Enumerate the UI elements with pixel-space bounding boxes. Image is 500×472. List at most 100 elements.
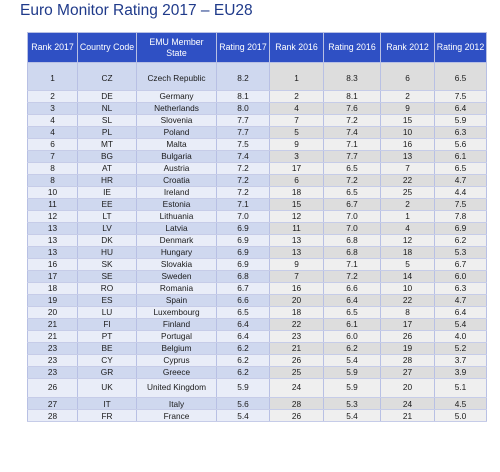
cell-rank-2012: 16 xyxy=(380,138,435,151)
cell-rating-2017: 6.9 xyxy=(216,234,270,247)
cell-rating-2012: 7.8 xyxy=(434,210,487,223)
cell-rank-2017: 18 xyxy=(27,282,78,295)
table-row: 12 LT Lithuania 7.0 12 7.0 1 7.8 xyxy=(27,210,487,223)
cell-rank-2017: 7 xyxy=(27,150,78,163)
cell-rank-2016: 9 xyxy=(269,258,324,271)
cell-rank-2012: 5 xyxy=(380,258,435,271)
cell-rating-2016: 8.1 xyxy=(323,90,381,103)
cell-member-state: Cyprus xyxy=(136,354,217,367)
cell-rating-2012: 4.7 xyxy=(434,174,487,187)
cell-rating-2012: 5.6 xyxy=(434,138,487,151)
cell-rank-2016: 21 xyxy=(269,342,324,355)
cell-rating-2016: 6.7 xyxy=(323,198,381,211)
cell-rank-2017: 3 xyxy=(27,102,78,115)
cell-rating-2012: 7.5 xyxy=(434,198,487,211)
cell-rating-2016: 6.5 xyxy=(323,186,381,199)
cell-rating-2012: 3.9 xyxy=(434,366,487,379)
cell-rank-2017: 10 xyxy=(27,186,78,199)
table-row: 26 UK United Kingdom 5.9 24 5.9 20 5.1 xyxy=(27,378,487,398)
cell-rating-2012: 6.0 xyxy=(434,270,487,283)
cell-country-code: GR xyxy=(77,366,137,379)
cell-rank-2017: 23 xyxy=(27,342,78,355)
table-row: 4 SL Slovenia 7.7 7 7.2 15 5.9 xyxy=(27,114,487,127)
cell-rating-2012: 5.1 xyxy=(434,378,487,398)
header-country-code: Country Code xyxy=(77,32,137,63)
cell-rank-2016: 9 xyxy=(269,138,324,151)
cell-rank-2017: 1 xyxy=(27,62,78,91)
cell-member-state: Ireland xyxy=(136,186,217,199)
cell-rank-2012: 15 xyxy=(380,114,435,127)
cell-member-state: Denmark xyxy=(136,234,217,247)
cell-country-code: PT xyxy=(77,330,137,343)
cell-rating-2017: 7.2 xyxy=(216,174,270,187)
cell-member-state: Estonia xyxy=(136,198,217,211)
cell-member-state: Spain xyxy=(136,294,217,307)
cell-country-code: UK xyxy=(77,378,137,398)
cell-rating-2016: 6.2 xyxy=(323,342,381,355)
table-row: 4 PL Poland 7.7 5 7.4 10 6.3 xyxy=(27,126,487,139)
table-row: 16 SK Slovakia 6.9 9 7.1 5 6.7 xyxy=(27,258,487,271)
cell-member-state: Italy xyxy=(136,397,217,410)
cell-rating-2017: 7.7 xyxy=(216,126,270,139)
cell-member-state: Germany xyxy=(136,90,217,103)
cell-rank-2016: 1 xyxy=(269,62,324,91)
cell-member-state: Finland xyxy=(136,318,217,331)
cell-rank-2017: 21 xyxy=(27,330,78,343)
table-row: 3 NL Netherlands 8.0 4 7.6 9 6.4 xyxy=(27,102,487,115)
cell-country-code: LV xyxy=(77,222,137,235)
cell-rank-2016: 7 xyxy=(269,270,324,283)
cell-rank-2012: 27 xyxy=(380,366,435,379)
cell-rating-2012: 6.3 xyxy=(434,126,487,139)
table-row: 13 LV Latvia 6.9 11 7.0 4 6.9 xyxy=(27,222,487,235)
cell-rating-2017: 7.5 xyxy=(216,138,270,151)
cell-rank-2012: 26 xyxy=(380,330,435,343)
cell-rank-2012: 14 xyxy=(380,270,435,283)
cell-rating-2017: 5.9 xyxy=(216,378,270,398)
cell-rank-2012: 13 xyxy=(380,150,435,163)
cell-rating-2017: 5.6 xyxy=(216,397,270,410)
cell-rating-2017: 8.1 xyxy=(216,90,270,103)
cell-country-code: HR xyxy=(77,174,137,187)
cell-rating-2012: 6.5 xyxy=(434,62,487,91)
cell-rating-2016: 7.1 xyxy=(323,258,381,271)
table-row: 6 MT Malta 7.5 9 7.1 16 5.6 xyxy=(27,138,487,151)
table-row: 17 SE Sweden 6.8 7 7.2 14 6.0 xyxy=(27,270,487,283)
header-rank-2016: Rank 2016 xyxy=(269,32,324,63)
cell-country-code: SK xyxy=(77,258,137,271)
cell-member-state: France xyxy=(136,409,217,422)
table-row: 13 HU Hungary 6.9 13 6.8 18 5.3 xyxy=(27,246,487,259)
cell-rating-2012: 4.4 xyxy=(434,186,487,199)
cell-country-code: SE xyxy=(77,270,137,283)
cell-rating-2017: 6.2 xyxy=(216,354,270,367)
header-rank-2012: Rank 2012 xyxy=(380,32,435,63)
cell-country-code: LT xyxy=(77,210,137,223)
cell-rating-2012: 5.0 xyxy=(434,409,487,422)
cell-rank-2012: 2 xyxy=(380,90,435,103)
cell-country-code: CZ xyxy=(77,62,137,91)
cell-rating-2017: 7.2 xyxy=(216,162,270,175)
cell-rating-2016: 6.6 xyxy=(323,282,381,295)
cell-country-code: PL xyxy=(77,126,137,139)
cell-rating-2012: 5.9 xyxy=(434,114,487,127)
cell-rank-2016: 3 xyxy=(269,150,324,163)
cell-member-state: Malta xyxy=(136,138,217,151)
header-emu-member-state: EMU Member State xyxy=(136,32,217,63)
cell-rating-2012: 5.4 xyxy=(434,318,487,331)
cell-rating-2012: 6.2 xyxy=(434,234,487,247)
cell-rank-2012: 1 xyxy=(380,210,435,223)
cell-rating-2016: 6.5 xyxy=(323,306,381,319)
cell-rank-2017: 23 xyxy=(27,354,78,367)
cell-member-state: Hungary xyxy=(136,246,217,259)
cell-rank-2016: 11 xyxy=(269,222,324,235)
cell-member-state: Netherlands xyxy=(136,102,217,115)
table-row: 19 ES Spain 6.6 20 6.4 22 4.7 xyxy=(27,294,487,307)
cell-rank-2017: 27 xyxy=(27,397,78,410)
table-row: 23 GR Greece 6.2 25 5.9 27 3.9 xyxy=(27,366,487,379)
cell-rank-2016: 13 xyxy=(269,246,324,259)
cell-rank-2016: 28 xyxy=(269,397,324,410)
cell-member-state: Luxembourg xyxy=(136,306,217,319)
cell-rank-2017: 8 xyxy=(27,162,78,175)
cell-member-state: Czech Republic xyxy=(136,62,217,91)
header-rank-2017: Rank 2017 xyxy=(27,32,78,63)
